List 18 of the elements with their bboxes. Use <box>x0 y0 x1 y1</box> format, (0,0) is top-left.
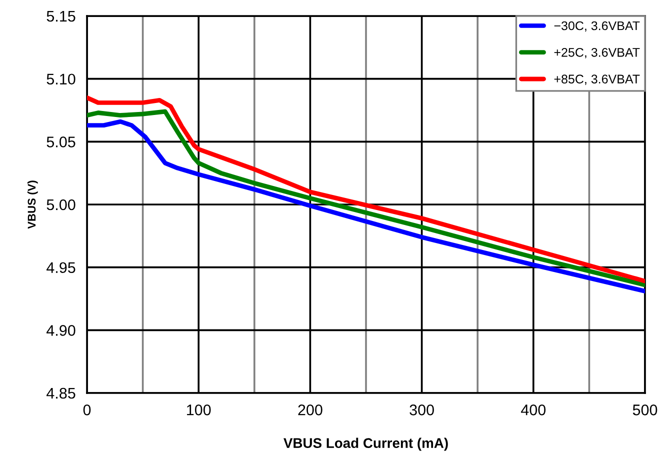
x-tick-label: 500 <box>632 404 658 416</box>
y-tick-label: 4.95 <box>46 262 76 274</box>
x-tick-label: 400 <box>521 404 546 416</box>
x-tick-label: 0 <box>83 404 91 416</box>
legend-label: +85C, 3.6VBAT <box>554 74 640 85</box>
y-tick-label: 4.90 <box>46 325 76 336</box>
y-tick-label: 4.85 <box>46 388 76 399</box>
x-tick-label: 300 <box>410 404 434 416</box>
legend-label: −30C, 3.6VBAT <box>554 21 640 32</box>
y-tick-label: 5.10 <box>46 74 76 85</box>
x-tick-label: 200 <box>298 404 322 416</box>
x-axis-title: VBUS Load Current (mA) <box>284 438 448 451</box>
x-tick-label: 100 <box>187 404 211 416</box>
y-axis-title: VBUS (V) <box>27 180 38 229</box>
y-tick-label: 5.00 <box>46 199 76 210</box>
legend-label: +25C, 3.6VBAT <box>554 48 640 58</box>
y-tick-label: 5.05 <box>46 136 76 148</box>
y-tick-label: 5.15 <box>46 11 76 22</box>
